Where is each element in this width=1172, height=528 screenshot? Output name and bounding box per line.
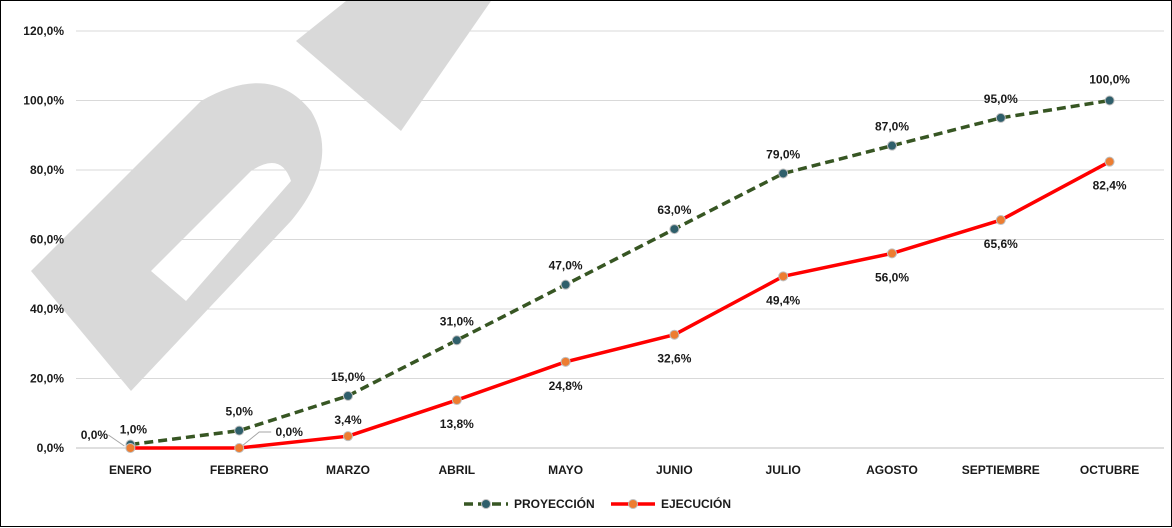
watermark: [31, 1, 491, 391]
series-layer: [125, 95, 1115, 453]
data-label: 15,0%: [331, 370, 365, 384]
y-tick-label: 20,0%: [30, 372, 64, 386]
data-point: [234, 443, 245, 453]
x-tick-label: ENERO: [109, 463, 152, 477]
x-tick-label: JUNIO: [656, 463, 693, 477]
data-label: 47,0%: [549, 259, 583, 273]
data-point: [234, 425, 245, 436]
data-point: [995, 215, 1006, 226]
legend-label: PROYECCIÓN: [514, 496, 595, 511]
y-tick-label: 40,0%: [30, 302, 64, 316]
data-label: 31,0%: [440, 314, 474, 328]
y-tick-label: 100,0%: [23, 94, 64, 108]
leader-line: [242, 431, 272, 446]
data-point: [451, 395, 462, 406]
x-tick-label: ABRIL: [438, 463, 475, 477]
data-point: [560, 356, 571, 367]
legend-marker: [628, 499, 638, 509]
data-label: 63,0%: [657, 203, 691, 217]
data-point: [887, 248, 897, 259]
data-label: 56,0%: [875, 270, 909, 284]
y-tick-label: 0,0%: [37, 441, 65, 455]
data-label: 5,0%: [226, 405, 254, 419]
data-point: [560, 279, 571, 290]
data-point: [451, 335, 462, 346]
y-axis: 0,0% 20,0% 40,0% 60,0% 80,0% 100,0% 120,0%: [23, 24, 64, 455]
data-label: 95,0%: [984, 92, 1018, 106]
x-tick-label: MARZO: [326, 463, 370, 477]
data-point: [343, 431, 353, 442]
data-label: 49,4%: [766, 293, 800, 307]
x-tick-label: JULIO: [766, 463, 801, 477]
data-label: 87,0%: [875, 120, 909, 134]
data-label: 13,8%: [440, 417, 474, 431]
data-point: [1104, 156, 1115, 167]
data-point: [343, 390, 353, 401]
x-tick-label: OCTUBRE: [1080, 463, 1139, 477]
series-line-ejecucion: [130, 160, 1111, 450]
data-point: [125, 443, 136, 453]
x-tick-label: MAYO: [548, 463, 583, 477]
y-tick-label: 80,0%: [30, 163, 64, 177]
data-label: 82,4%: [1093, 179, 1127, 193]
y-tick-label: 60,0%: [30, 233, 64, 247]
legend-label: EJECUCIÓN: [661, 496, 731, 511]
data-label: 100,0%: [1089, 73, 1130, 87]
data-label: 0,0%: [81, 428, 109, 442]
data-point: [778, 168, 789, 179]
data-label: 3,4%: [334, 413, 362, 427]
data-label: 32,6%: [657, 352, 691, 366]
data-point: [1104, 95, 1115, 106]
legend-marker: [481, 499, 491, 509]
data-point: [778, 271, 789, 282]
data-label: 1,0%: [120, 423, 148, 437]
x-tick-label: FEBRERO: [210, 463, 269, 477]
x-axis: ENERO FEBRERO MARZO ABRIL MAYO JUNIO JULIO AGOS…: [109, 463, 1139, 477]
y-tick-label: 120,0%: [23, 24, 64, 38]
data-point: [995, 112, 1006, 123]
data-point: [887, 140, 897, 151]
data-labels: 1,0% 5,0% 15,0% 31,0% 47,0% 63,0% 79,0% 87,0% 95…: [81, 73, 1130, 447]
gridlines: [76, 30, 1164, 449]
x-tick-label: SEPTIEMBRE: [962, 463, 1040, 477]
leader-line: [108, 434, 125, 447]
data-label: 0,0%: [276, 425, 304, 439]
data-point: [669, 329, 680, 340]
legend: PROYECCIÓN EJECUCIÓN: [464, 496, 731, 511]
data-point: [669, 224, 680, 235]
data-label: 79,0%: [766, 147, 800, 161]
data-label: 65,6%: [984, 237, 1018, 251]
data-label: 24,8%: [549, 379, 583, 393]
x-tick-label: AGOSTO: [866, 463, 918, 477]
